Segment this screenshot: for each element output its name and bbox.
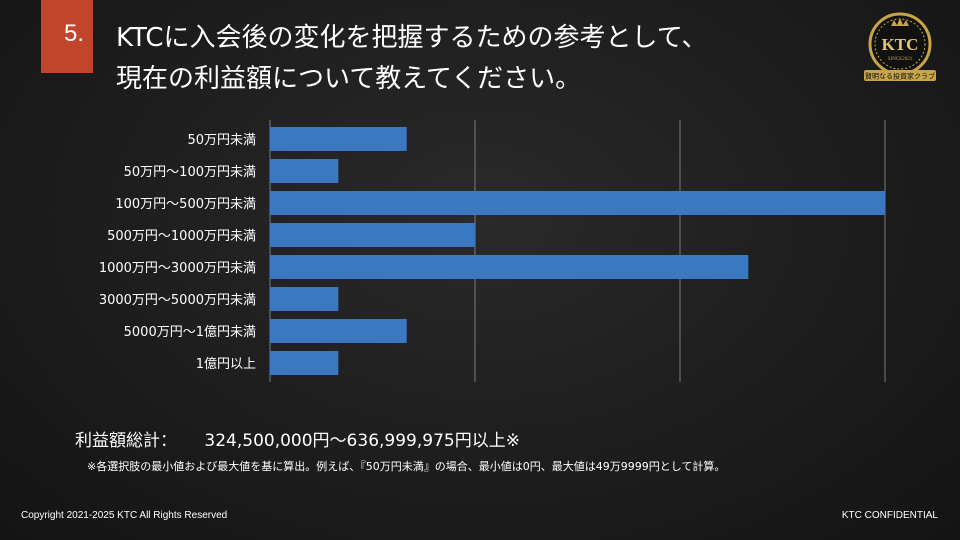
bar-1 (270, 159, 339, 183)
bar-3 (270, 223, 475, 247)
category-label-7: 1億円以上 (196, 356, 256, 372)
section-number-box (41, 0, 93, 73)
bar-4 (270, 255, 749, 279)
category-label-layer: 50万円未満 50万円〜100万円未満 100万円〜500万円未満 500万円〜100… (99, 133, 256, 372)
confidential-label: KTC CONFIDENTIAL (841, 510, 938, 521)
ktc-logo-icon: KTC SINCE2021 賢明なる投資家クラブ (864, 12, 936, 81)
copyright: Copyright 2021-2025 KTC All Rights Reser… (21, 510, 228, 521)
category-label-2: 100万円〜500万円未満 (115, 197, 256, 212)
calculation-note: ※各選択肢の最小値および最大値を基に算出。例えば、『50万円未満』の場合、最小値… (87, 460, 726, 473)
category-label-5: 3000万円〜5000万円未満 (99, 293, 256, 308)
bar-5 (270, 287, 339, 311)
profit-total: 利益額総計： 324,500,000円〜636,999,975円以上※ (75, 426, 520, 451)
category-label-6: 5000万円〜1億円未満 (124, 324, 256, 340)
profit-total-value: 324,500,000円〜636,999,975円以上※ (204, 431, 520, 451)
bar-7 (270, 351, 339, 375)
category-label-0: 50万円未満 (187, 133, 256, 148)
profit-bar-chart: 50万円未満 50万円〜100万円未満 100万円〜500万円未満 500万円〜100… (99, 120, 886, 382)
bar-layer (270, 127, 885, 375)
title-line-1: KTCに入会後の変化を把握するための参考として、 (116, 23, 708, 53)
page-title: KTCに入会後の変化を把握するための参考として、 現在の利益額について教えてくだ… (116, 18, 836, 100)
logo-banner: 賢明なる投資家クラブ (865, 72, 935, 81)
profit-total-label: 利益額総計： (75, 431, 177, 451)
logo-since: SINCE2021 (888, 57, 913, 62)
bar-2 (270, 191, 885, 215)
bar-0 (270, 127, 407, 151)
logo-text: KTC (882, 35, 919, 54)
title-line-2: 現在の利益額について教えてください。 (116, 64, 582, 94)
bar-6 (270, 319, 407, 343)
category-label-1: 50万円〜100万円未満 (124, 165, 256, 180)
category-label-4: 1000万円〜3000万円未満 (99, 261, 256, 276)
section-number: 5. (64, 20, 85, 47)
crown-icon (891, 18, 909, 26)
category-label-3: 500万円〜1000万円未満 (107, 229, 256, 244)
